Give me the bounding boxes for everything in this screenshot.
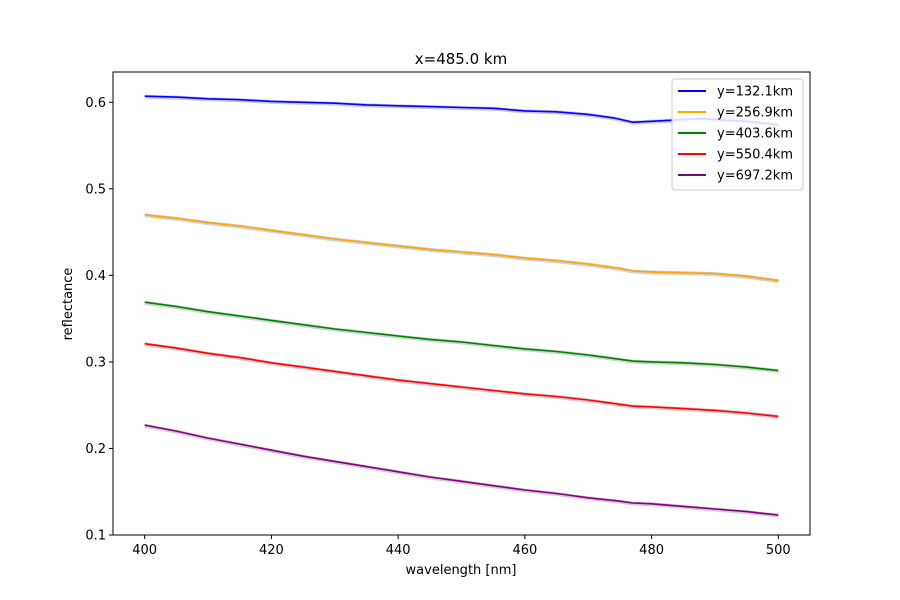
y-tick-label: 0.3: [85, 355, 106, 370]
chart-title: x=485.0 km: [415, 50, 507, 68]
x-axis-label: wavelength [nm]: [406, 563, 517, 578]
plot-area: 400 420 440 460 480 500 0.1 0.2 0.3 0.4 0.5 0.6: [85, 71, 811, 558]
series-line-4: [144, 424, 779, 516]
legend-label: y=132.1km: [717, 85, 793, 100]
axes-frame: [112, 71, 811, 536]
x-tick-label: 500: [766, 543, 791, 558]
x-tick-label: 400: [132, 543, 157, 558]
series-line-0: [144, 95, 779, 126]
legend: y=132.1km y=256.9km y=403.6km y=550.4km y=69…: [671, 78, 804, 191]
legend-label: y=256.9km: [717, 106, 793, 121]
legend-box: [671, 78, 804, 191]
y-tick-label: 0.4: [85, 269, 106, 284]
legend-label: y=403.6km: [717, 127, 793, 142]
y-tick-label: 0.2: [85, 442, 106, 457]
legend-label: y=550.4km: [717, 148, 793, 163]
x-tick-label: 480: [639, 543, 664, 558]
y-tick-label: 0.6: [85, 96, 106, 111]
series-line-1: [144, 214, 779, 282]
series-line-2: [144, 301, 779, 372]
y-tick-label: 0.5: [85, 182, 106, 197]
x-tick-label: 420: [259, 543, 284, 558]
x-tick-label: 440: [386, 543, 411, 558]
y-tick-label: 0.1: [85, 529, 106, 544]
y-axis-label: reflectance: [61, 268, 76, 341]
x-tick-label: 460: [512, 543, 537, 558]
legend-label: y=697.2km: [717, 169, 793, 184]
series-band-2: [144, 300, 779, 374]
series-line-3: [144, 342, 779, 418]
series-band-3: [144, 342, 779, 419]
